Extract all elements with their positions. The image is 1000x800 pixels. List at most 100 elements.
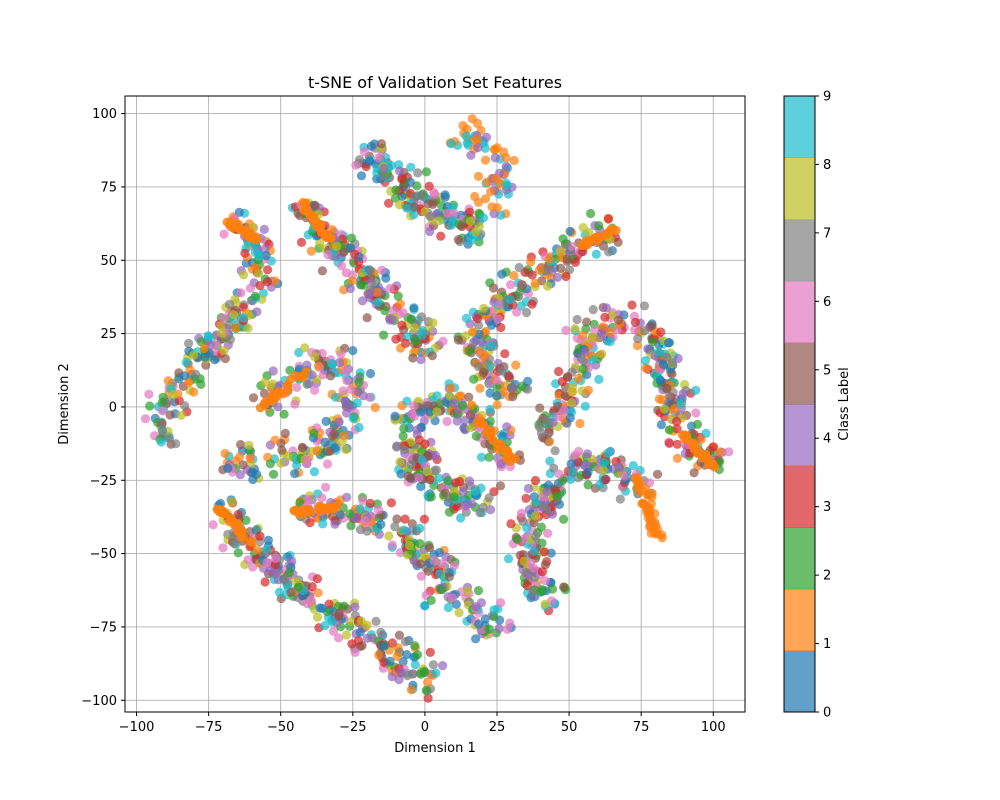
data-point — [604, 247, 614, 257]
data-point — [493, 314, 503, 324]
data-point — [495, 299, 505, 309]
data-point — [346, 233, 357, 243]
data-point — [416, 355, 426, 365]
colorbar-segment — [784, 588, 815, 651]
data-point — [494, 623, 504, 634]
data-point — [395, 457, 405, 467]
data-point — [184, 338, 194, 348]
data-point — [506, 519, 516, 529]
data-point — [484, 493, 494, 503]
data-point — [251, 469, 262, 479]
data-point — [252, 307, 262, 317]
data-point — [570, 324, 580, 334]
data-point — [391, 185, 401, 195]
data-point — [509, 155, 519, 166]
data-point — [396, 469, 406, 479]
data-point — [530, 475, 541, 486]
data-point — [443, 602, 453, 613]
data-point — [545, 437, 555, 447]
data-point — [641, 363, 651, 373]
data-point — [437, 559, 447, 569]
data-point — [240, 228, 251, 239]
data-point — [354, 422, 364, 433]
data-point — [371, 616, 381, 627]
data-point — [603, 214, 614, 224]
data-point — [399, 525, 409, 535]
data-point — [447, 593, 458, 603]
data-point — [582, 240, 592, 250]
data-point — [387, 540, 397, 550]
data-point — [526, 257, 536, 267]
data-point — [591, 249, 601, 259]
data-point — [406, 162, 416, 172]
data-point — [613, 315, 624, 325]
data-point — [350, 647, 360, 658]
data-point — [365, 368, 376, 379]
data-point — [250, 291, 260, 301]
data-point — [243, 555, 253, 565]
data-point — [354, 377, 364, 387]
data-point — [527, 299, 537, 309]
data-point — [185, 364, 195, 375]
data-point — [342, 408, 352, 418]
data-point — [362, 313, 372, 323]
data-point — [689, 468, 699, 478]
data-point — [263, 265, 273, 275]
data-point — [467, 327, 478, 337]
data-point — [552, 272, 563, 282]
data-point — [338, 386, 348, 396]
data-point — [223, 463, 233, 473]
data-point — [449, 560, 459, 571]
data-point — [615, 494, 625, 504]
data-point — [449, 492, 459, 502]
data-point — [434, 473, 444, 483]
data-point — [350, 602, 360, 612]
data-point — [233, 548, 243, 558]
data-point — [473, 171, 484, 181]
data-point — [355, 627, 365, 637]
data-point — [387, 638, 397, 648]
data-point — [516, 508, 527, 518]
data-point — [412, 425, 422, 435]
data-point — [478, 367, 489, 378]
data-point — [480, 143, 490, 153]
data-point — [587, 332, 598, 342]
data-point — [416, 191, 426, 201]
data-point — [347, 276, 357, 286]
data-point — [456, 513, 466, 523]
data-point — [582, 317, 592, 327]
data-point — [412, 650, 423, 660]
data-point — [640, 356, 651, 366]
data-point — [678, 389, 688, 399]
data-point — [176, 410, 186, 420]
data-point — [601, 229, 611, 239]
data-point — [302, 455, 312, 465]
data-point — [542, 487, 552, 497]
data-point — [310, 352, 320, 362]
data-point — [540, 576, 551, 586]
data-point — [390, 411, 400, 421]
data-point — [334, 608, 344, 619]
data-point — [329, 429, 340, 439]
data-point — [522, 523, 532, 533]
data-point — [465, 216, 476, 226]
data-point — [467, 499, 477, 509]
data-point — [219, 229, 229, 239]
data-point — [650, 517, 660, 527]
data-point — [474, 346, 484, 356]
data-point — [309, 467, 319, 477]
data-point — [471, 431, 481, 441]
data-point — [292, 460, 302, 470]
data-point — [409, 202, 419, 212]
data-point — [504, 371, 514, 381]
data-point — [392, 442, 402, 452]
data-point — [630, 325, 640, 335]
data-point — [647, 321, 657, 331]
data-point — [398, 431, 408, 441]
y-tick-label: 25 — [100, 327, 117, 342]
data-point — [330, 443, 340, 453]
data-point — [163, 376, 173, 386]
data-point — [662, 352, 672, 362]
data-point — [428, 660, 438, 670]
data-point — [444, 507, 455, 517]
